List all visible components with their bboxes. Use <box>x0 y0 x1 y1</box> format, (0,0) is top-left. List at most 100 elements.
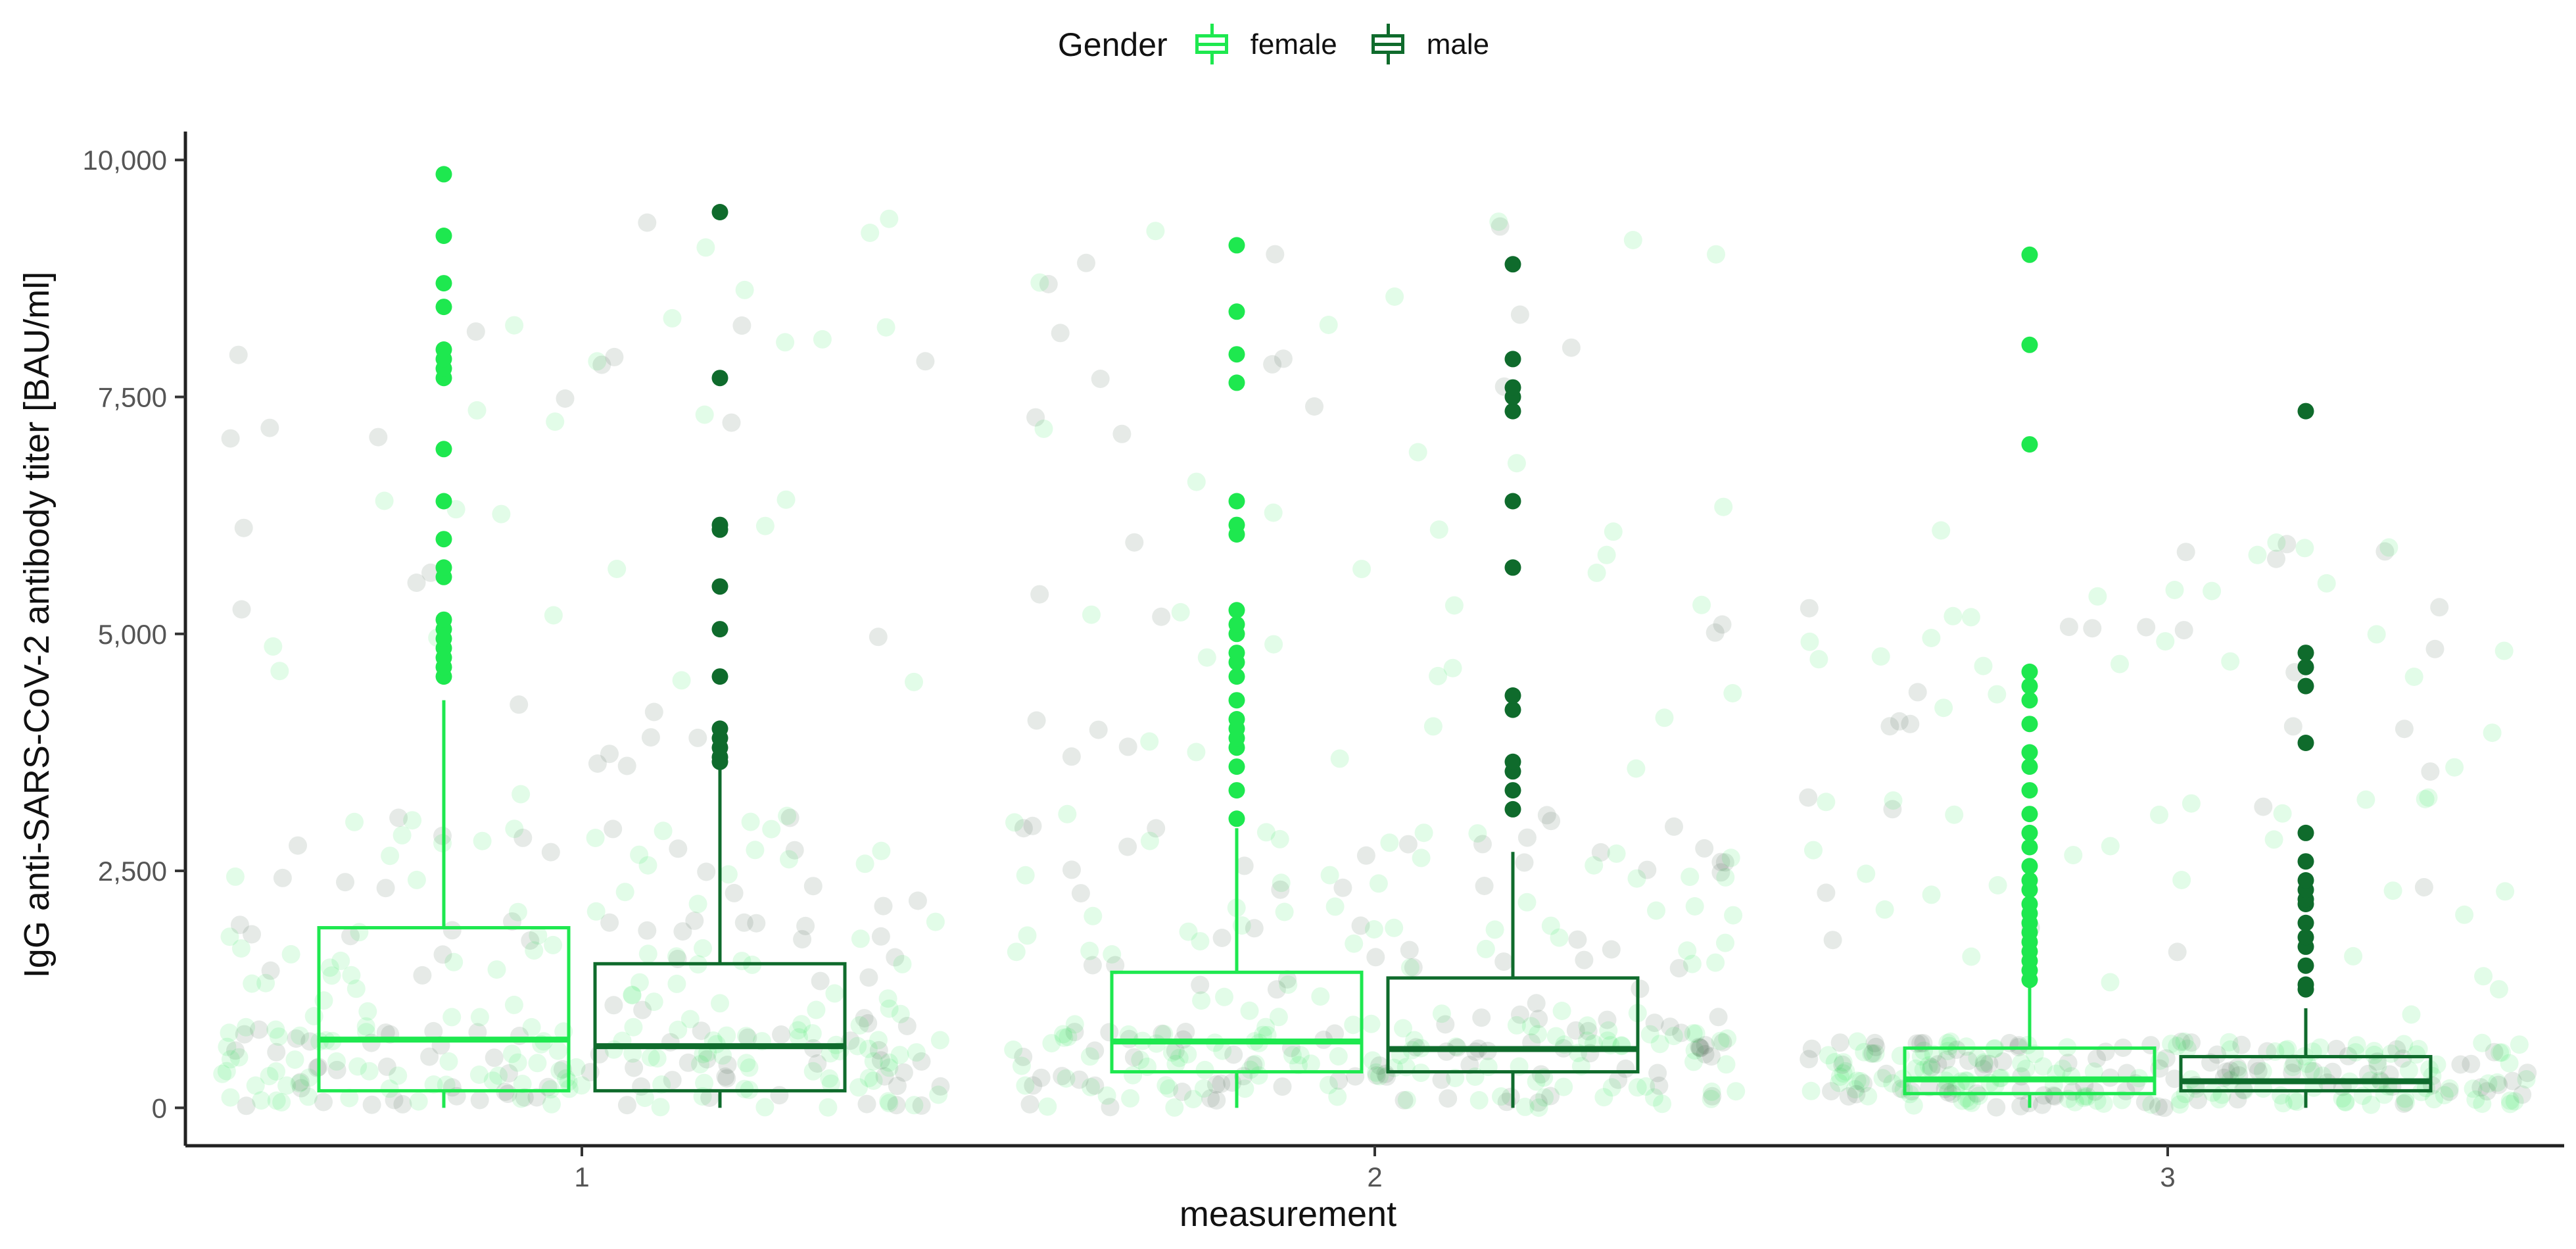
jitter-point <box>1118 837 1137 856</box>
jitter-point <box>1212 1074 1231 1093</box>
jitter-point <box>651 1098 670 1117</box>
jitter-point <box>1717 1055 1736 1074</box>
jitter-point <box>442 1078 462 1097</box>
jitter-point <box>1030 273 1049 292</box>
jitter-point <box>732 952 751 971</box>
jitter-point <box>1507 454 1526 473</box>
jitter-point <box>341 927 360 946</box>
jitter-point <box>2157 1049 2176 1068</box>
jitter-point <box>1922 629 1941 647</box>
jitter-point <box>1817 883 1836 902</box>
jitter-point <box>2477 1082 2496 1101</box>
outlier-point <box>2297 677 2314 695</box>
jitter-point <box>625 1058 644 1077</box>
jitter-point <box>1101 1098 1120 1117</box>
y-tick-label: 5,000 <box>98 619 167 650</box>
jitter-point <box>737 1054 756 1073</box>
jitter-point <box>389 808 408 827</box>
jitter-point <box>1575 950 1594 969</box>
jitter-point <box>1690 1039 1709 1058</box>
box-iqr <box>593 962 847 1092</box>
x-tick-label: 1 <box>574 1162 589 1192</box>
jitter-point <box>2059 618 2078 637</box>
jitter-point <box>821 1074 840 1093</box>
jitter-point <box>1235 1079 1254 1098</box>
jitter-point <box>1914 1060 1933 1079</box>
jitter-point <box>776 490 796 509</box>
jitter-point <box>1007 943 1026 962</box>
jitter-point <box>615 883 634 902</box>
jitter-point <box>1032 1068 1051 1087</box>
outlier-point <box>2297 403 2314 420</box>
jitter-point <box>1235 856 1254 875</box>
jitter-point <box>1883 800 1902 819</box>
jitter-point <box>1511 1005 1529 1024</box>
outlier-point <box>2021 677 2038 695</box>
jitter-point <box>550 1062 569 1080</box>
jitter-point <box>1026 408 1045 427</box>
jitter-point <box>897 1017 917 1035</box>
jitter-point <box>2347 1036 2366 1055</box>
jitter-point <box>1183 1090 1203 1109</box>
jitter-point <box>1851 1071 1870 1090</box>
jitter-point <box>229 345 248 364</box>
jitter-point <box>1672 1023 1691 1042</box>
jitter-point <box>1356 846 1375 865</box>
jitter-point <box>1550 928 1569 947</box>
jitter-point <box>1707 245 1725 264</box>
jitter-point <box>1906 1059 1925 1078</box>
jitter-point <box>716 1067 735 1086</box>
jitter-point <box>2149 1097 2168 1116</box>
jitter-point <box>1696 1044 1715 1064</box>
legend-key-female <box>1190 24 1236 66</box>
jitter-point <box>2221 652 2240 671</box>
jitter-point <box>327 1052 346 1071</box>
jitter-point <box>1702 1047 1721 1066</box>
jitter-point <box>1059 1027 1078 1046</box>
jitter-point <box>617 756 636 775</box>
jitter-point <box>1598 1010 1617 1029</box>
jitter-point <box>859 1069 878 1088</box>
jitter-point <box>2253 1062 2272 1081</box>
jitter-point <box>473 831 492 850</box>
jitter-point <box>1854 1074 1872 1093</box>
jitter-point <box>2044 1086 2063 1105</box>
jitter-point <box>2483 723 2502 743</box>
jitter-point <box>1648 1064 1667 1083</box>
jitter-point <box>272 1092 291 1112</box>
jitter-point <box>1908 683 1927 702</box>
outlier-point <box>435 228 452 244</box>
jitter-point <box>1289 1056 1308 1075</box>
jitter-point <box>1489 212 1508 232</box>
jitter-point <box>1160 1079 1179 1098</box>
jitter-point <box>888 1077 907 1095</box>
jitter-point <box>663 1071 682 1090</box>
jitter-point <box>894 1063 913 1082</box>
jitter-point <box>857 1094 876 1114</box>
outlier-point <box>1504 753 1521 770</box>
jitter-point <box>1319 1075 1338 1094</box>
outlier-point <box>1228 692 1245 709</box>
jitter-point <box>572 1076 591 1095</box>
box-female-1 <box>317 700 571 1108</box>
legend-label-male: male <box>1426 28 1490 61</box>
jitter-point <box>1173 1083 1192 1101</box>
jitter-point <box>855 1009 874 1028</box>
jitter-point <box>336 873 354 892</box>
jitter-point <box>880 1053 899 1072</box>
jitter-point <box>1521 1017 1540 1036</box>
jitter-point <box>1274 349 1293 368</box>
jitter-point <box>1863 1044 1882 1063</box>
y-tick-label: 2,500 <box>98 856 167 887</box>
jitter-point <box>1721 848 1740 868</box>
jitter-point <box>2365 1045 2384 1064</box>
jitter-point <box>1883 1074 1902 1093</box>
jitter-point <box>2216 1062 2235 1081</box>
jitter-point <box>1546 1027 1565 1046</box>
jitter-point <box>1394 1019 1412 1038</box>
jitter-point <box>1901 714 1920 733</box>
jitter-point <box>1256 1017 1276 1037</box>
outlier-point <box>2021 782 2038 799</box>
jitter-point <box>1014 1047 1033 1066</box>
jitter-point <box>1325 1024 1345 1043</box>
